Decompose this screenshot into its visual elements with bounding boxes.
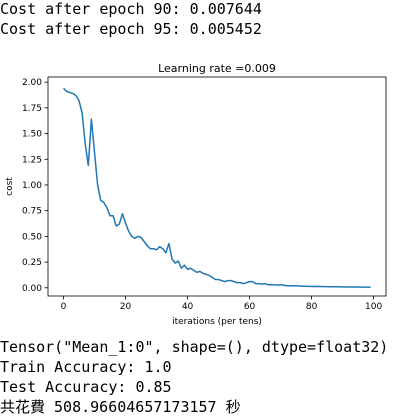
output-line-test-accuracy: Test Accuracy: 0.85: [0, 378, 172, 396]
output-line-epoch-90: Cost after epoch 90: 0.007644: [0, 0, 262, 18]
output-line-elapsed-time: 共花費 508.96604657173157 秒: [0, 398, 241, 416]
x-tick-label: 40: [182, 302, 194, 312]
y-tick-label: 0.75: [22, 207, 42, 217]
y-tick-label: 1.50: [22, 130, 42, 140]
output-line-tensor: Tensor("Mean_1:0", shape=(), dtype=float…: [0, 338, 389, 356]
y-tick-label: 1.75: [22, 104, 42, 114]
x-tick-label: 100: [365, 302, 382, 312]
y-axis-label: cost: [5, 177, 15, 196]
plot-frame: [47, 76, 387, 297]
x-axis-label: iterations (per tens): [172, 317, 262, 327]
chart-title: Learning rate =0.009: [158, 62, 276, 75]
y-tick-label: 0.00: [22, 284, 42, 294]
x-tick-label: 0: [61, 302, 67, 312]
x-tick-label: 20: [120, 302, 132, 312]
x-tick-label: 80: [306, 302, 318, 312]
output-line-train-accuracy: Train Accuracy: 1.0: [0, 358, 172, 376]
y-tick-label: 1.25: [22, 155, 42, 165]
cost-series-line: [62, 87, 371, 289]
y-tick-label: 1.00: [22, 181, 42, 191]
x-tick-label: 60: [244, 302, 256, 312]
y-tick-label: 0.50: [22, 232, 42, 242]
learning-curve-chart: Learning rate =0.009 0 20 40 60 80 100 0.00 0.25…: [5, 62, 387, 327]
y-tick-label: 0.25: [22, 258, 42, 268]
y-tick-label: 2.00: [22, 78, 42, 88]
output-line-epoch-95: Cost after epoch 95: 0.005452: [0, 20, 262, 38]
